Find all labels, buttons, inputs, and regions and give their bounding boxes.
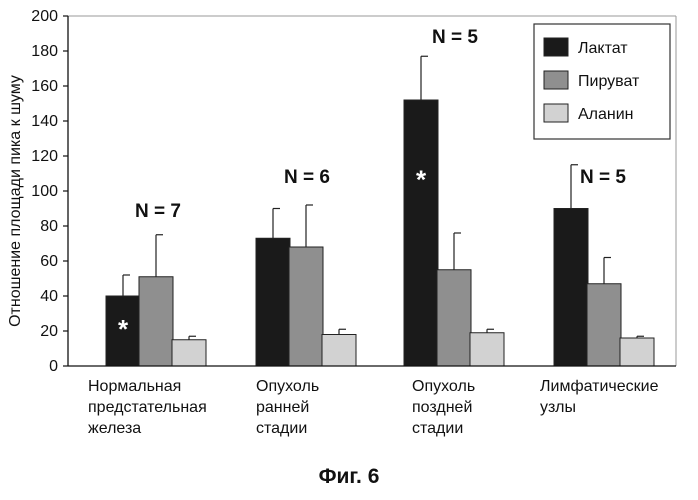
group-n-label: N = 7 xyxy=(135,201,181,222)
x-category-label: Опухоль поздней стадии xyxy=(412,376,475,439)
legend-label: Пируват xyxy=(578,73,640,90)
y-tick-label: 20 xyxy=(40,323,58,340)
x-category-label-line: Опухоль xyxy=(412,378,476,395)
bar xyxy=(403,99,439,367)
x-category-label-line: железа xyxy=(88,420,142,437)
x-category-label: Лимфатические узлы xyxy=(540,376,658,418)
bar xyxy=(469,332,505,367)
x-category-label-line: ранней xyxy=(256,399,310,416)
y-tick-label: 200 xyxy=(31,8,58,25)
bar xyxy=(619,337,655,367)
y-axis-label: Отношение площади пика к шуму xyxy=(7,75,24,327)
y-tick-label: 180 xyxy=(31,43,58,60)
group-n-label: N = 5 xyxy=(432,27,478,48)
y-tick-label: 120 xyxy=(31,148,58,165)
x-category-label-line: стадии xyxy=(412,420,464,437)
legend-label: Аланин xyxy=(578,106,634,123)
x-category-label: Опухоль ранней стадии xyxy=(256,376,319,439)
bar xyxy=(255,237,291,367)
bar xyxy=(321,334,357,367)
legend-swatch xyxy=(543,70,569,90)
y-tick-label: 80 xyxy=(40,218,58,235)
bar xyxy=(138,276,174,367)
x-category-label-line: узлы xyxy=(540,399,576,416)
bar xyxy=(553,208,589,367)
bar xyxy=(436,269,472,367)
x-category-label-line: Опухоль xyxy=(256,378,320,395)
group-n-label: N = 6 xyxy=(284,167,330,188)
y-tick-label: 0 xyxy=(49,358,58,375)
bar xyxy=(171,339,207,367)
legend-swatch xyxy=(543,37,569,57)
x-category-label-line: Лимфатические xyxy=(540,378,659,395)
y-tick-label: 140 xyxy=(31,113,58,130)
y-tick-label: 160 xyxy=(31,78,58,95)
x-category-label-line: предстательная xyxy=(88,399,207,416)
group-n-label: N = 5 xyxy=(580,167,626,188)
x-category-label: Нормальная предстательная железа xyxy=(88,376,207,439)
significance-asterisk: * xyxy=(416,164,427,194)
significance-asterisk: * xyxy=(118,314,129,344)
x-category-label-line: стадии xyxy=(256,420,308,437)
x-category-label-line: поздней xyxy=(412,399,473,416)
bar xyxy=(586,283,622,367)
y-tick-label: 100 xyxy=(31,183,58,200)
y-tick-label: 40 xyxy=(40,288,58,305)
legend-label: Лактат xyxy=(578,40,628,57)
legend-swatch xyxy=(543,103,569,123)
x-category-label-line: Нормальная xyxy=(88,378,182,395)
y-tick-label: 60 xyxy=(40,253,58,270)
bar xyxy=(288,246,324,367)
figure-caption: Фиг. 6 xyxy=(318,465,380,488)
